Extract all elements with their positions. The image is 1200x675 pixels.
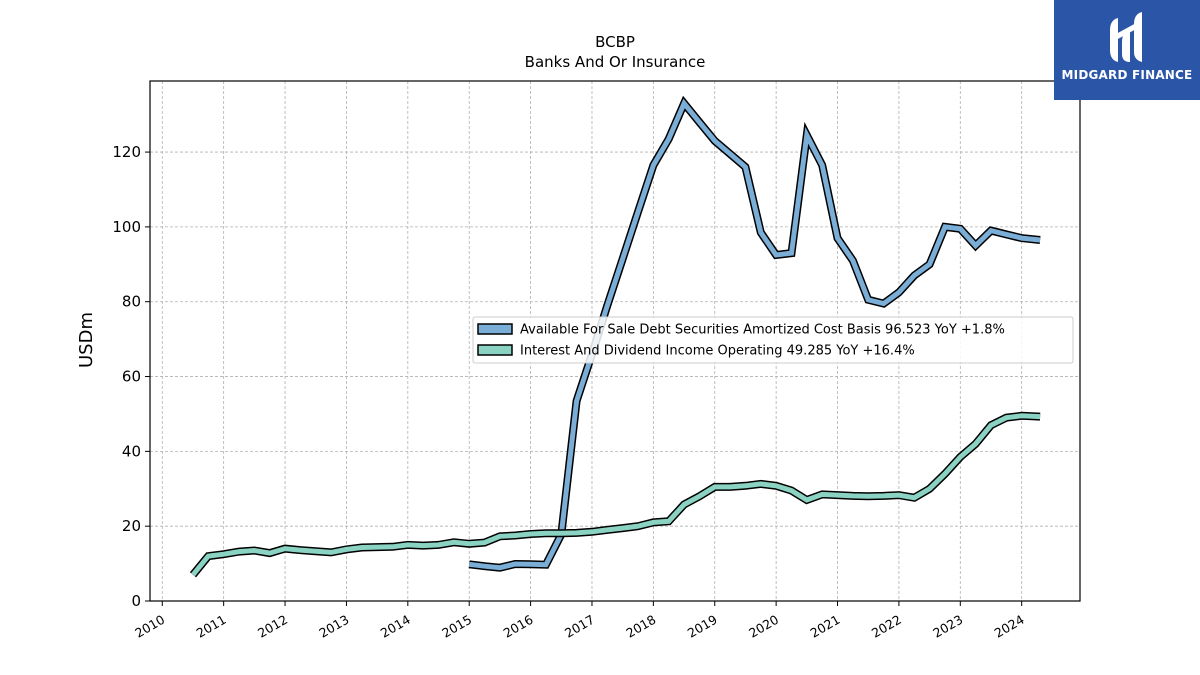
y-tick-label: 60 (122, 368, 141, 386)
y-tick-label: 20 (122, 517, 141, 535)
y-tick-label: 100 (112, 218, 141, 236)
x-tick-label: 2018 (623, 612, 658, 641)
legend-label-2: Interest And Dividend Income Operating 4… (520, 344, 915, 359)
y-tick-label: 40 (122, 442, 141, 460)
x-tick-label: 2024 (992, 612, 1027, 641)
y-tick-label: 120 (112, 143, 141, 161)
x-tick-label: 2015 (439, 612, 474, 641)
logo-mark-icon (1110, 12, 1142, 62)
legend-box (472, 316, 1074, 364)
midgard-finance-logo: MIDGARD FINANCE (1054, 0, 1200, 100)
x-tick-label: 2012 (255, 612, 290, 641)
y-tick-label: 0 (131, 592, 141, 610)
x-tick-label: 2021 (808, 612, 843, 641)
x-axis-ticks: 2010 2011 2012 2013 2014 2015 2016 2017 2018 2019… (132, 601, 1027, 641)
series-layer (189, 95, 1041, 578)
chart-subtitle: Banks And Or Insurance (525, 53, 706, 71)
x-tick-label: 2013 (316, 612, 351, 641)
legend-label-1: Available For Sale Debt Securities Amort… (520, 323, 1005, 338)
legend-swatch-2 (477, 344, 513, 356)
x-tick-label: 2016 (501, 612, 536, 641)
chart-title: BCBP (595, 33, 635, 51)
x-tick-label: 2020 (746, 612, 781, 641)
x-tick-label: 2017 (562, 612, 597, 641)
x-tick-label: 2022 (869, 612, 904, 641)
x-tick-label: 2019 (685, 612, 720, 641)
y-tick-label: 80 (122, 293, 141, 311)
y-axis-label: USDm (76, 312, 97, 368)
x-tick-label: 2010 (132, 612, 167, 641)
plot-frame (149, 80, 1081, 602)
x-tick-label: 2011 (194, 612, 229, 641)
y-axis-ticks: 0 20 40 60 80 100 120 (112, 143, 150, 610)
legend: Available For Sale Debt Securities Amort… (472, 316, 1074, 364)
logo-text: MIDGARD FINANCE (1061, 68, 1193, 82)
series-line-1 (468, 98, 1041, 571)
x-tick-label: 2014 (378, 612, 413, 641)
series-line-2 (191, 413, 1041, 577)
x-tick-label: 2023 (930, 612, 965, 641)
legend-swatch-1 (477, 323, 513, 335)
